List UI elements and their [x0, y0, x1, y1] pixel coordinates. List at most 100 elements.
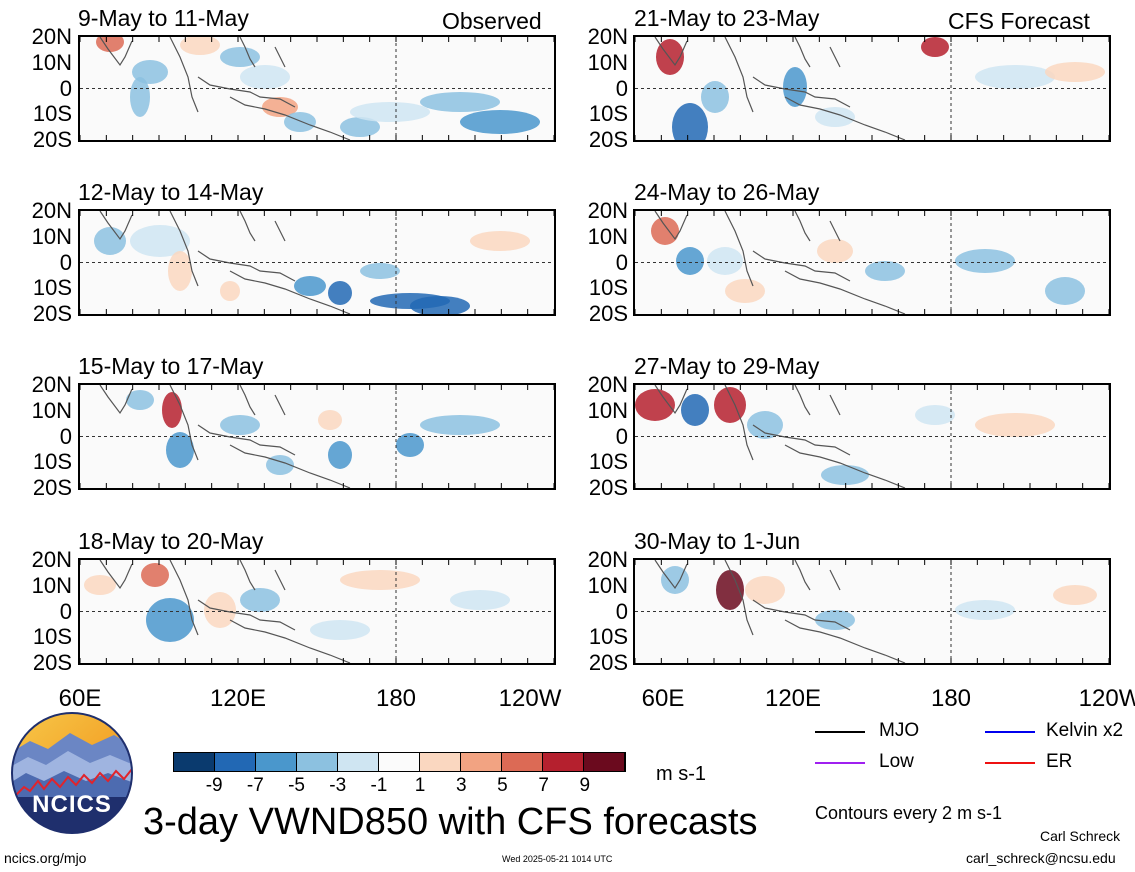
y-tick-label: 0: [615, 249, 628, 275]
y-tick-label: 10S: [588, 449, 628, 475]
map-canvas: [635, 37, 1109, 140]
colorbar-swatch: [502, 753, 543, 771]
coastline: [229, 619, 351, 663]
wind-anomaly-shading: [310, 620, 370, 640]
wind-anomaly-shading: [294, 276, 326, 296]
coastline: [274, 46, 286, 68]
coastline: [274, 394, 286, 416]
kelvin-legend-label: Kelvin x2: [1046, 720, 1124, 741]
coastline: [794, 211, 811, 242]
coastline: [752, 599, 851, 631]
wind-anomaly-shading: [975, 65, 1055, 89]
colorbar-label: -9: [205, 775, 223, 796]
x-tick-label: 120E: [764, 685, 822, 712]
x-tick-label: 60E: [641, 685, 685, 712]
coastline: [197, 424, 296, 456]
low-legend-line: [815, 762, 865, 764]
y-tick-label: 20S: [588, 127, 628, 152]
y-tick-label: 10N: [587, 572, 628, 598]
wind-anomaly-shading: [328, 441, 352, 469]
coastline: [169, 385, 199, 461]
map-panel: [633, 35, 1111, 142]
colorbar-swatch: [379, 753, 420, 771]
y-tick-label: 10S: [32, 449, 72, 475]
coastline: [829, 220, 841, 242]
coastline: [274, 569, 286, 591]
wind-anomaly-shading: [360, 263, 400, 279]
coastline: [724, 37, 754, 113]
wind-anomaly-shading: [714, 387, 746, 423]
coastline: [784, 270, 906, 314]
wind-anomaly-shading: [262, 97, 298, 117]
y-tick-label: 20N: [31, 547, 72, 572]
wind-anomaly-shading: [783, 67, 807, 107]
low-legend-label: Low: [879, 751, 914, 772]
map-canvas: [80, 37, 554, 140]
y-tick-label: 20S: [32, 127, 72, 152]
coastline: [752, 76, 851, 108]
coastline: [99, 560, 133, 590]
colorbar-label: 9: [579, 775, 591, 796]
wind-anomaly-shading: [716, 570, 744, 610]
wind-anomaly-shading: [168, 251, 192, 291]
wind-anomaly-shading: [815, 107, 855, 127]
colorbar-swatch: [420, 753, 461, 771]
x-tick-label: 180: [375, 685, 417, 712]
wind-anomaly-shading: [661, 566, 689, 594]
coastline: [229, 96, 351, 140]
wind-anomaly-shading: [340, 117, 380, 137]
y-tick-label: 20S: [32, 301, 72, 326]
y-tick-label: 0: [59, 249, 72, 275]
x-tick-label: 120E: [209, 685, 267, 712]
colorbar-label: 7: [538, 775, 549, 796]
coastline: [99, 211, 133, 241]
colorbar-units: m s-1: [656, 763, 706, 785]
wind-anomaly-shading: [130, 77, 150, 117]
coastline: [784, 619, 906, 663]
coastline: [654, 37, 688, 67]
y-tick-label: 10S: [32, 275, 72, 301]
map-canvas: [635, 385, 1109, 488]
coastline: [169, 560, 199, 636]
colorbar-label: 5: [497, 775, 508, 796]
wind-anomaly-shading: [94, 227, 126, 255]
wind-anomaly-shading: [651, 217, 679, 245]
footer-timestamp: Wed 2025-05-21 1014 UTC: [502, 854, 613, 864]
y-tick-label: 10N: [587, 49, 628, 75]
y-tick-label: 10N: [587, 397, 628, 423]
wind-anomaly-shading: [240, 588, 280, 612]
wind-anomaly-shading: [126, 390, 154, 410]
contour-note: Contours every 2 m s-1: [815, 803, 1003, 823]
y-tick-label: 10S: [588, 275, 628, 301]
panel-title: 24-May to 26-May: [634, 179, 820, 205]
wind-anomaly-shading: [141, 563, 169, 587]
coastline: [197, 250, 296, 282]
colorbar-swatch: [297, 753, 338, 771]
coastline: [752, 250, 851, 282]
mjo-legend-line: [815, 731, 865, 733]
panel-title: 15-May to 17-May: [78, 353, 264, 379]
coastline: [829, 394, 841, 416]
wind-anomaly-shading: [328, 281, 352, 305]
wind-anomaly-shading: [240, 65, 290, 89]
coastline: [169, 37, 199, 113]
wind-anomaly-shading: [815, 610, 855, 630]
y-tick-label: 10S: [32, 101, 72, 127]
wind-anomaly-shading: [420, 92, 500, 112]
y-tick-label: 20N: [31, 372, 72, 397]
coastline: [229, 270, 351, 314]
y-tick-label: 20S: [32, 475, 72, 500]
x-tick-label: 60E: [58, 685, 102, 712]
er-legend-label: ER: [1046, 751, 1073, 772]
y-tick-label: 0: [615, 598, 628, 624]
y-tick-label: 20N: [587, 198, 628, 223]
wind-anomaly-shading: [955, 249, 1015, 273]
panel-title: 27-May to 29-May: [634, 353, 820, 379]
coastline: [654, 385, 688, 415]
wind-anomaly-shading: [975, 413, 1055, 437]
x-tick-label: 180: [930, 685, 972, 712]
map-canvas: [80, 560, 554, 663]
y-tick-label: 0: [59, 598, 72, 624]
main-title: 3-day VWND850 with CFS forecasts: [143, 801, 758, 843]
coastline: [239, 211, 256, 242]
